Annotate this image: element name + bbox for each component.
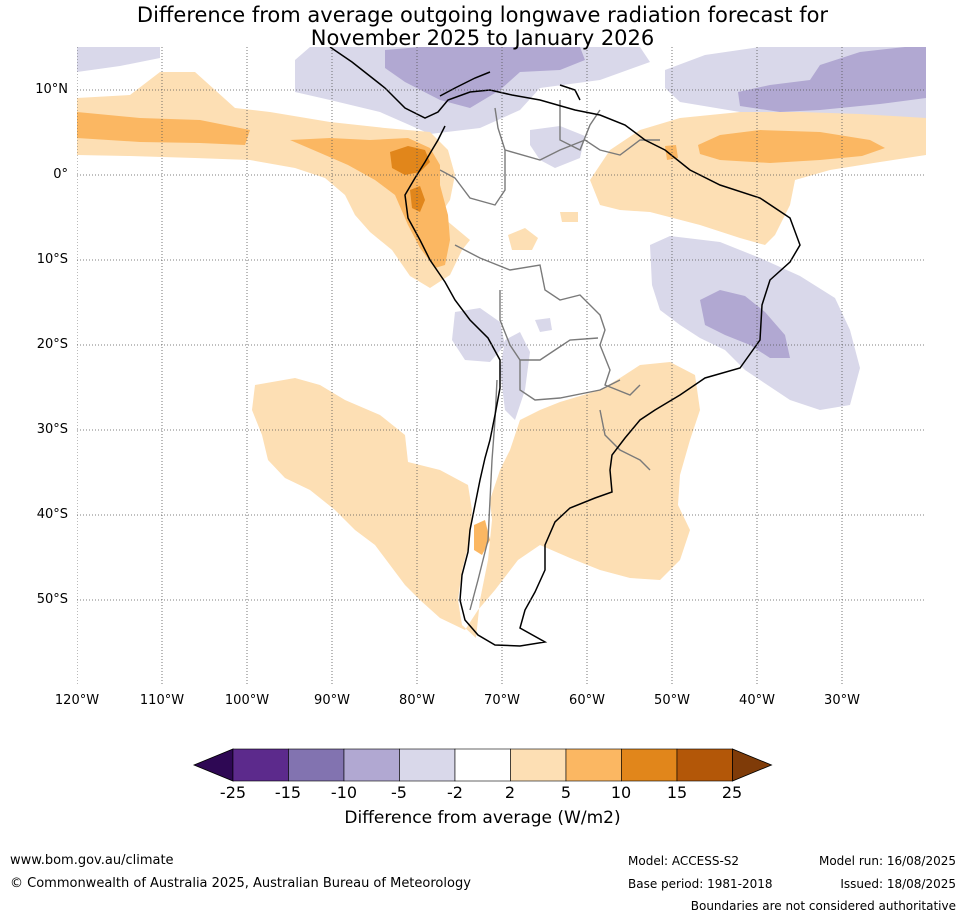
colorbar-segment xyxy=(510,748,567,782)
colorbar-tick: 2 xyxy=(504,783,516,802)
lon-label: 70°W xyxy=(484,693,520,708)
colorbar-segment xyxy=(621,748,678,782)
colorbar xyxy=(192,748,773,782)
lon-label: 120°W xyxy=(54,693,100,708)
lat-label: 40°S xyxy=(36,507,68,522)
title-line-1: Difference from average outgoing longwav… xyxy=(136,3,829,27)
lon-label: 110°W xyxy=(139,693,185,708)
lat-label: 10°S xyxy=(36,252,68,267)
country-borders xyxy=(439,100,660,611)
positive-anomaly-dark xyxy=(390,146,430,212)
lat-label: 50°S xyxy=(36,592,68,607)
lat-label: 30°S xyxy=(36,422,68,437)
lon-label: 100°W xyxy=(224,693,270,708)
colorbar-tick: -5 xyxy=(391,783,407,802)
colorbar-segment xyxy=(565,748,622,782)
map-title: Difference from average outgoing longwav… xyxy=(0,4,965,50)
lon-label: 40°W xyxy=(739,693,775,708)
colorbar-segment xyxy=(343,748,400,782)
lat-label: 10°N xyxy=(35,82,68,97)
colorbar-tick: 5 xyxy=(560,783,572,802)
colorbar-label: Difference from average (W/m2) xyxy=(344,808,621,828)
colorbar-tick: -15 xyxy=(274,783,302,802)
colorbar-under-arrow xyxy=(192,748,234,782)
lon-label: 50°W xyxy=(654,693,690,708)
negative-anomaly-medium xyxy=(385,47,926,358)
colorbar-segment xyxy=(454,748,511,782)
lat-label: 0° xyxy=(53,167,68,182)
lon-label: 80°W xyxy=(399,693,435,708)
base-period-text: Base period: 1981-2018 xyxy=(628,877,773,891)
colorbar-segment xyxy=(288,748,345,782)
model-run-text: Model run: 16/08/2025 xyxy=(818,854,956,868)
lat-label: 20°S xyxy=(36,337,68,352)
colorbar-segment xyxy=(232,748,289,782)
colorbar-tick: -25 xyxy=(219,783,247,802)
colorbar-segment xyxy=(399,748,456,782)
colorbar-segment xyxy=(676,748,733,782)
colorbar-over-arrow xyxy=(732,748,773,782)
copyright-text: © Commonwealth of Australia 2025, Austra… xyxy=(10,876,471,891)
lon-label: 90°W xyxy=(314,693,350,708)
lon-label: 30°W xyxy=(824,693,860,708)
colorbar-tick: -10 xyxy=(330,783,358,802)
lon-label: 60°W xyxy=(569,693,605,708)
website-link[interactable]: www.bom.gov.au/climate xyxy=(10,853,174,868)
model-text: Model: ACCESS-S2 xyxy=(628,854,740,868)
colorbar-tick: 15 xyxy=(666,783,688,802)
colorbar-tick: 25 xyxy=(721,783,743,802)
colorbar-tick: 10 xyxy=(610,783,632,802)
issued-text: Issued: 18/08/2025 xyxy=(840,877,956,891)
disclaimer-text: Boundaries are not considered authoritat… xyxy=(690,899,956,913)
colorbar-tick: -2 xyxy=(447,783,463,802)
title-line-2: November 2025 to January 2026 xyxy=(310,26,655,50)
graticule xyxy=(77,47,926,685)
